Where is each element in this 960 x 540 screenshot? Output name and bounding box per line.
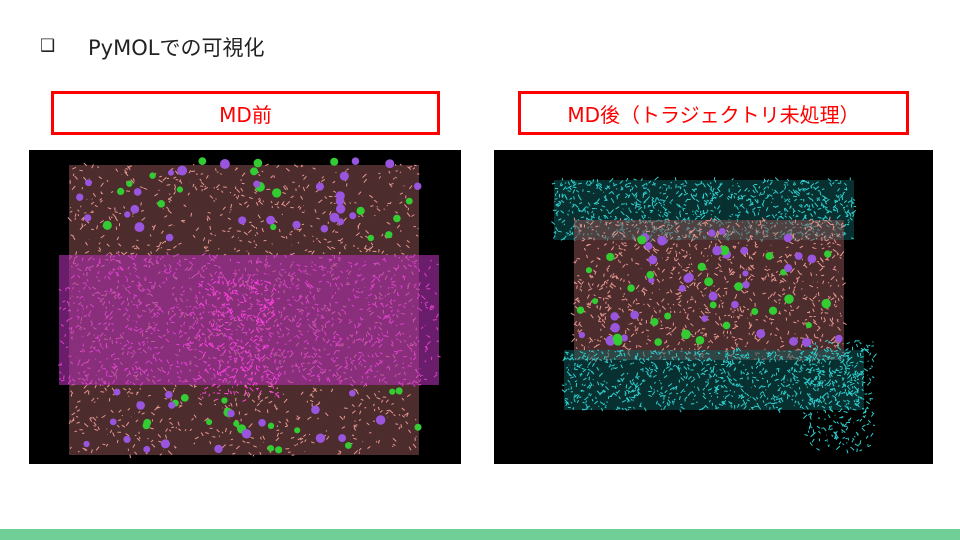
md-before-label: MD前 [51,91,440,135]
md-before-label-text: MD前 [219,102,272,127]
footer-bar [0,529,960,540]
pymol-image-after-md [494,150,933,464]
slide-title: PyMOLでの可視化 [88,36,265,60]
checkbox-square-icon: ❑ [40,36,56,56]
pymol-image-before-md [29,150,461,464]
md-after-label: MD後（トラジェクトリ未処理） [518,91,909,135]
md-after-label-text: MD後（トラジェクトリ未処理） [567,102,860,127]
